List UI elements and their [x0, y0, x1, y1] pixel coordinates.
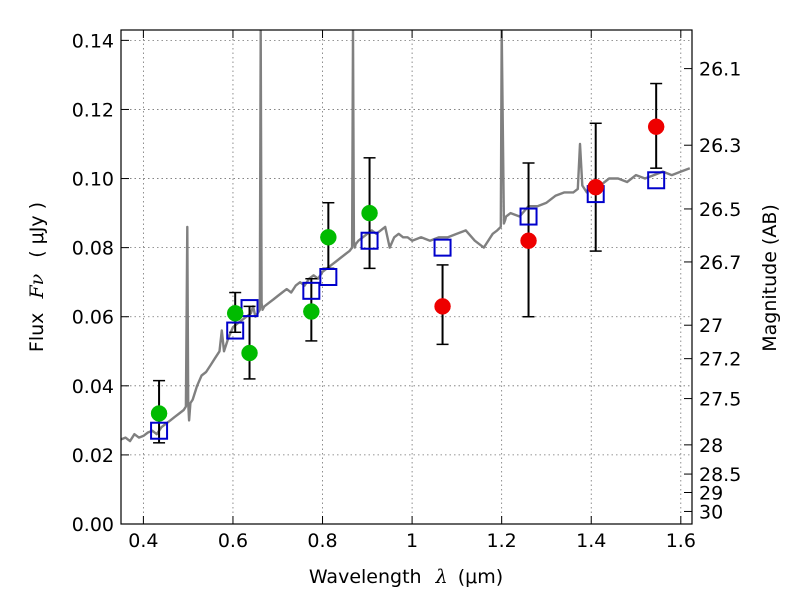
model-photometry-square [319, 268, 338, 286]
y2-tick-label: 26.7 [699, 252, 741, 274]
y-axis-title: Flux Fν ( μJy ) [26, 202, 48, 352]
ticks: 0.4 0.6 0.8 1 1.2 1.4 1.6 0.00 0.02 0.04 0.06 0.08 0… [72, 30, 741, 552]
y-tick-label: 0.06 [72, 307, 114, 329]
y-axis-title-unit: ( μJy ) [26, 202, 48, 258]
model-photometry-square [433, 238, 452, 257]
observed-flux-point [320, 229, 337, 246]
y2-tick-label: 30 [699, 501, 723, 523]
x-axis-title-unit: (μm) [458, 566, 503, 588]
y-tick-label: 0.04 [72, 376, 114, 398]
observed-flux-point [241, 344, 258, 362]
y2-tick-label: 29 [699, 482, 723, 504]
y-tick-label: 0.12 [72, 99, 114, 121]
observed-flux-point [587, 178, 604, 196]
y2-tick-label: 27 [699, 315, 723, 337]
x-axis-title-main: Wavelength [309, 566, 422, 588]
y2-tick-label: 27.5 [699, 389, 741, 411]
x-tick-label: 0.6 [218, 530, 248, 552]
x-tick-label: 1 [406, 530, 418, 552]
observed-flux-point [150, 405, 168, 422]
plot-area [121, 30, 691, 444]
model-photometry-square [360, 231, 379, 250]
grid [121, 30, 692, 525]
y2-axis-title: Magnitude (AB) [759, 204, 781, 352]
x-axis-title: Wavelength λ (μm) [309, 566, 503, 588]
observed-flux-point [434, 298, 451, 315]
y-axis-title-symbol: Fν [26, 273, 48, 299]
x-axis-title-symbol: λ [435, 566, 448, 588]
model-photometry-square [302, 281, 321, 300]
x-tick-label: 0.8 [307, 530, 337, 552]
plot-frame [120, 29, 693, 525]
model-photometry-square [150, 421, 169, 440]
model-photometry-square [226, 321, 245, 340]
observed-flux-point [303, 303, 320, 320]
x-tick-label: 0.4 [128, 530, 158, 552]
y-tick-label: 0.10 [72, 169, 114, 191]
y-tick-label: 0.00 [72, 514, 114, 536]
model-photometry-square [647, 171, 666, 190]
y-tick-label: 0.08 [72, 238, 114, 260]
y2-tick-label: 28 [699, 435, 723, 457]
y-tick-label: 0.02 [72, 445, 114, 467]
observed-flux-point [226, 305, 244, 322]
model-spectrum-line [121, 30, 691, 443]
x-tick-label: 1.6 [666, 530, 696, 552]
y2-tick-label: 26.5 [699, 199, 741, 221]
x-tick-label: 1.4 [576, 530, 606, 552]
y-axis-title-main: Flux [26, 313, 48, 353]
y-tick-label: 0.14 [72, 30, 114, 52]
observed-flux-point [647, 118, 665, 135]
y2-tick-label: 26.1 [699, 59, 741, 81]
observed-flux-point [361, 204, 378, 222]
model-photometry-square [519, 207, 538, 226]
y2-tick-label: 27.2 [699, 349, 741, 371]
y2-tick-label: 28.5 [699, 464, 741, 486]
observed-flux-point [520, 232, 537, 249]
y2-tick-label: 26.3 [699, 135, 741, 157]
x-tick-label: 1.2 [487, 530, 517, 552]
